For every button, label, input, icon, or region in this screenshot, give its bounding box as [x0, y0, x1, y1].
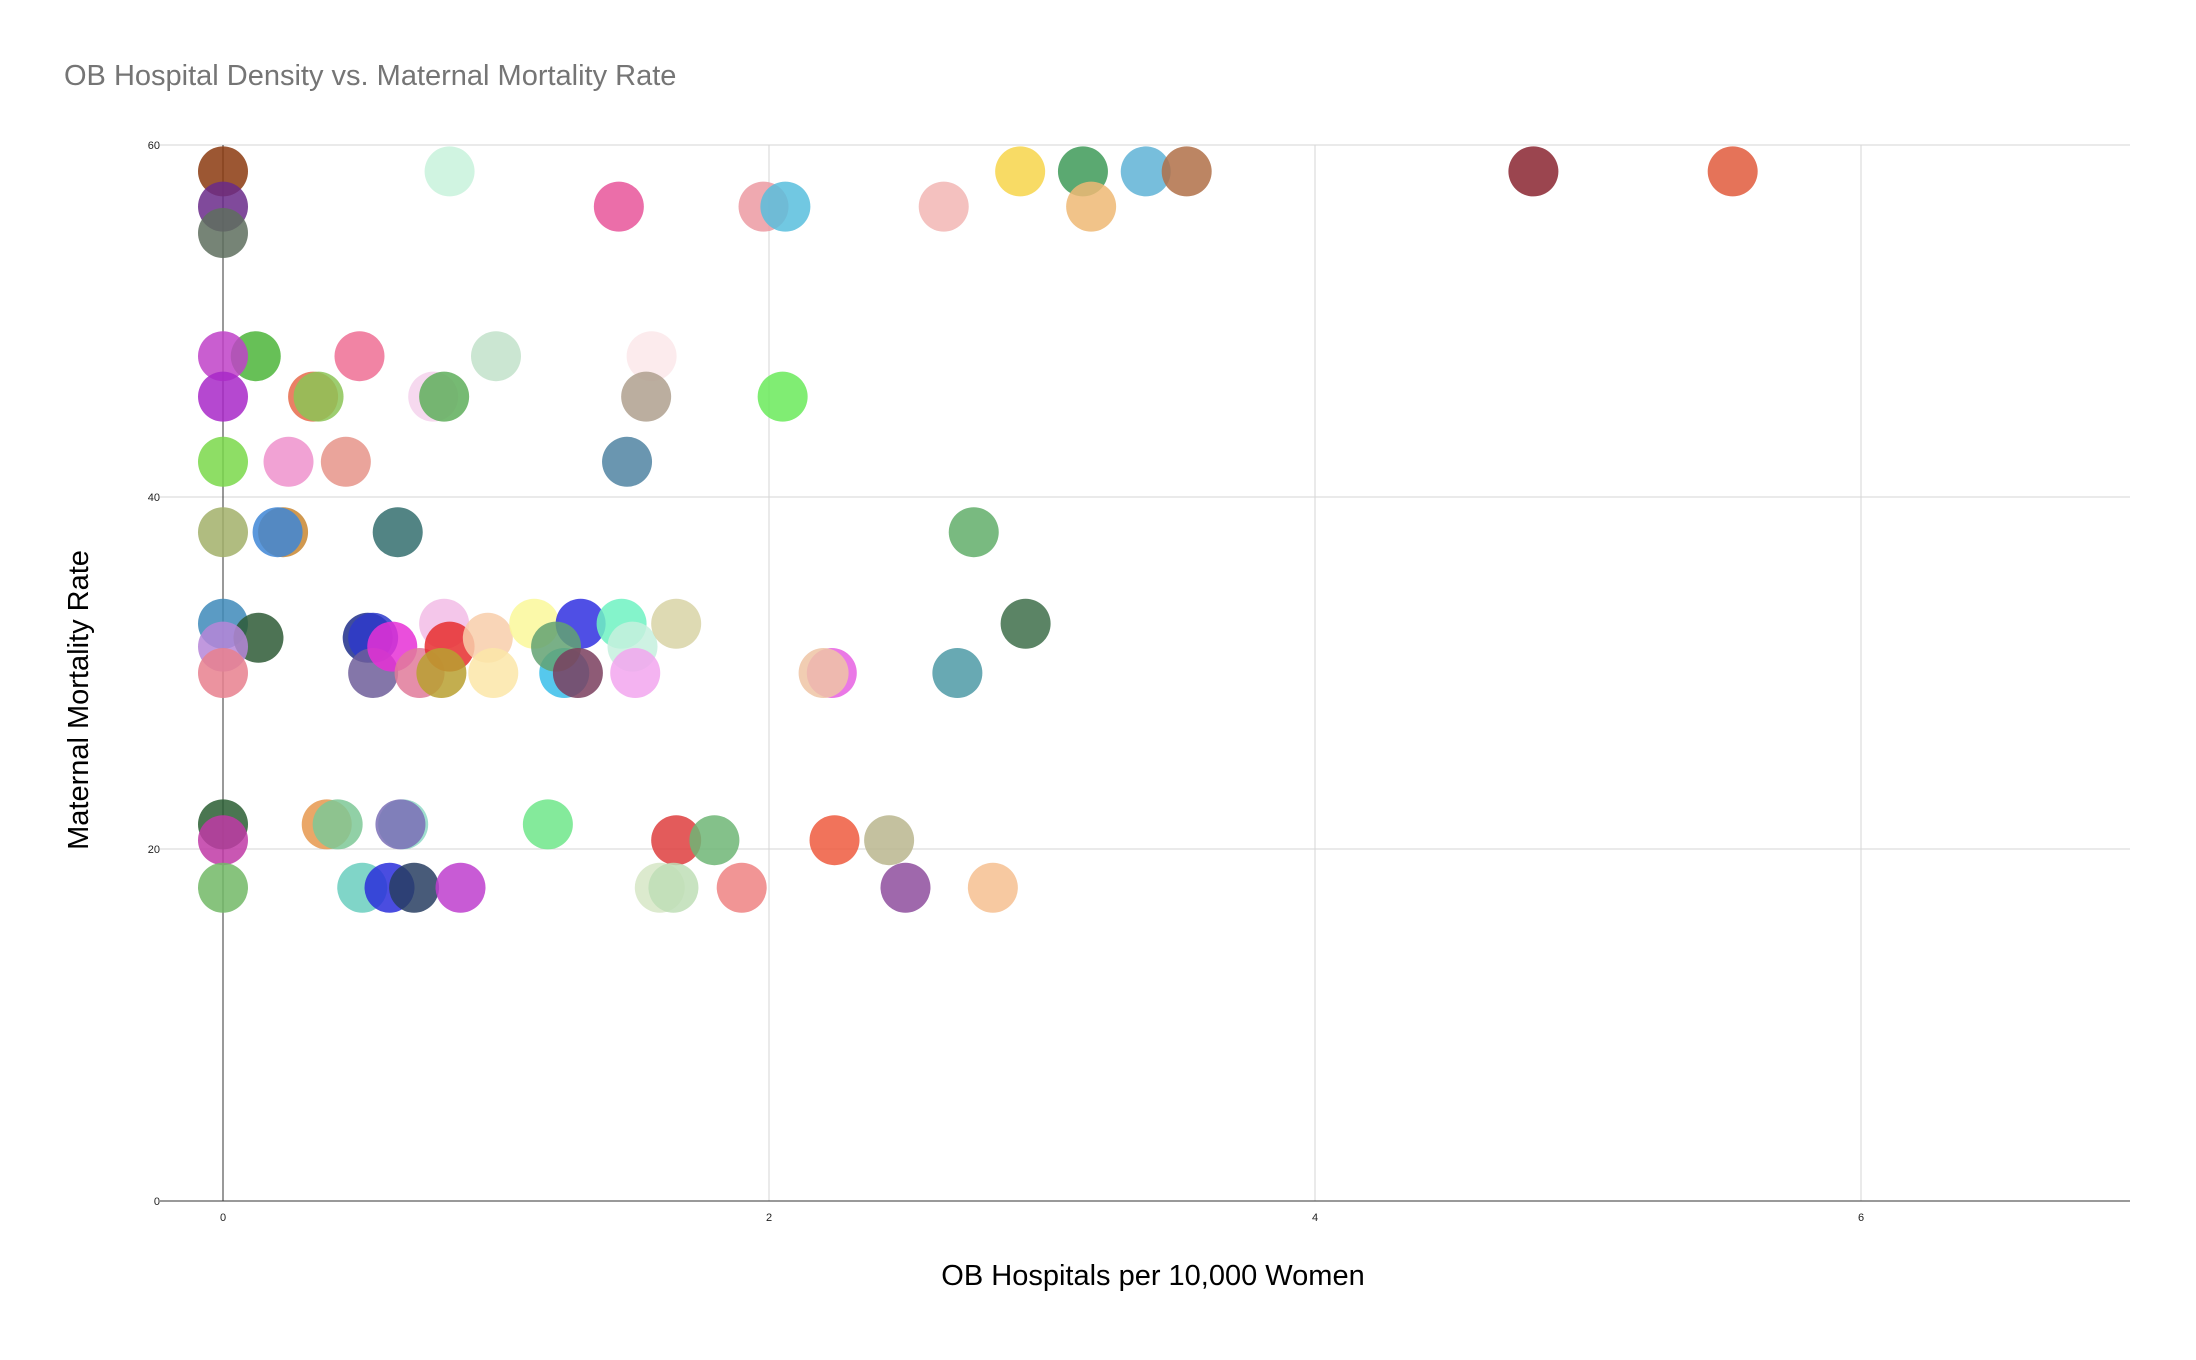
data-point[interactable]	[198, 507, 248, 558]
x-tick-label: 6	[1858, 1212, 1864, 1224]
data-point[interactable]	[621, 371, 672, 422]
data-point[interactable]	[522, 799, 573, 850]
data-point[interactable]	[293, 371, 344, 422]
data-point[interactable]	[932, 648, 983, 698]
data-point[interactable]	[651, 598, 702, 649]
y-tick-label: 40	[148, 492, 160, 504]
data-point[interactable]	[1508, 146, 1559, 197]
data-point[interactable]	[419, 371, 470, 422]
data-point[interactable]	[689, 815, 740, 866]
data-point[interactable]	[716, 862, 767, 913]
y-axis-title: Maternal Mortality Rate	[63, 550, 95, 850]
data-point[interactable]	[757, 371, 808, 422]
data-point[interactable]	[880, 862, 931, 913]
data-point[interactable]	[372, 507, 423, 558]
data-point[interactable]	[610, 648, 661, 698]
x-axis-title: OB Hospitals per 10,000 Women	[941, 1260, 1364, 1292]
data-point[interactable]	[1000, 598, 1051, 649]
data-point[interactable]	[198, 436, 248, 487]
data-point[interactable]	[198, 208, 248, 258]
gridlines	[160, 144, 2130, 1201]
data-point[interactable]	[967, 862, 1018, 913]
data-point[interactable]	[416, 648, 467, 698]
data-point[interactable]	[435, 862, 486, 913]
data-point[interactable]	[198, 146, 248, 197]
x-tick-label: 0	[220, 1212, 226, 1224]
data-point[interactable]	[626, 331, 677, 382]
data-point[interactable]	[602, 436, 653, 487]
data-point[interactable]	[651, 815, 702, 866]
tick-labels: 0 20 40 60 0 2 4 6	[148, 140, 1864, 1224]
data-point[interactable]	[334, 331, 385, 382]
data-point[interactable]	[198, 648, 248, 698]
data-point[interactable]	[1161, 146, 1212, 197]
data-point[interactable]	[648, 862, 699, 913]
data-point[interactable]	[995, 146, 1046, 197]
data-point[interactable]	[375, 799, 426, 850]
data-point[interactable]	[1707, 146, 1758, 197]
data-point[interactable]	[593, 181, 644, 232]
data-point[interactable]	[424, 146, 475, 197]
data-point[interactable]	[1120, 146, 1171, 197]
data-point[interactable]	[471, 331, 521, 382]
data-point[interactable]	[312, 799, 363, 850]
data-point[interactable]	[468, 648, 519, 698]
data-point[interactable]	[918, 181, 969, 232]
data-point[interactable]	[760, 181, 811, 232]
data-point[interactable]	[198, 815, 248, 866]
data-point[interactable]	[552, 648, 603, 698]
data-point[interactable]	[948, 507, 999, 558]
y-tick-label: 60	[148, 140, 160, 152]
data-point[interactable]	[389, 862, 440, 913]
data-point[interactable]	[252, 507, 303, 558]
data-point[interactable]	[320, 436, 371, 487]
x-tick-label: 4	[1312, 1212, 1318, 1224]
data-points	[198, 146, 1758, 913]
y-tick-label: 20	[148, 844, 160, 856]
data-point[interactable]	[263, 436, 314, 487]
data-point[interactable]	[798, 648, 849, 698]
chart-title: OB Hospital Density vs. Maternal Mortali…	[64, 60, 677, 92]
data-point[interactable]	[809, 815, 860, 866]
data-point[interactable]	[198, 371, 248, 422]
data-point[interactable]	[864, 815, 915, 866]
data-point[interactable]	[1066, 181, 1117, 232]
data-point[interactable]	[198, 331, 248, 382]
data-point[interactable]	[198, 862, 248, 913]
x-tick-label: 2	[766, 1212, 772, 1224]
y-tick-label: 0	[154, 1196, 160, 1208]
